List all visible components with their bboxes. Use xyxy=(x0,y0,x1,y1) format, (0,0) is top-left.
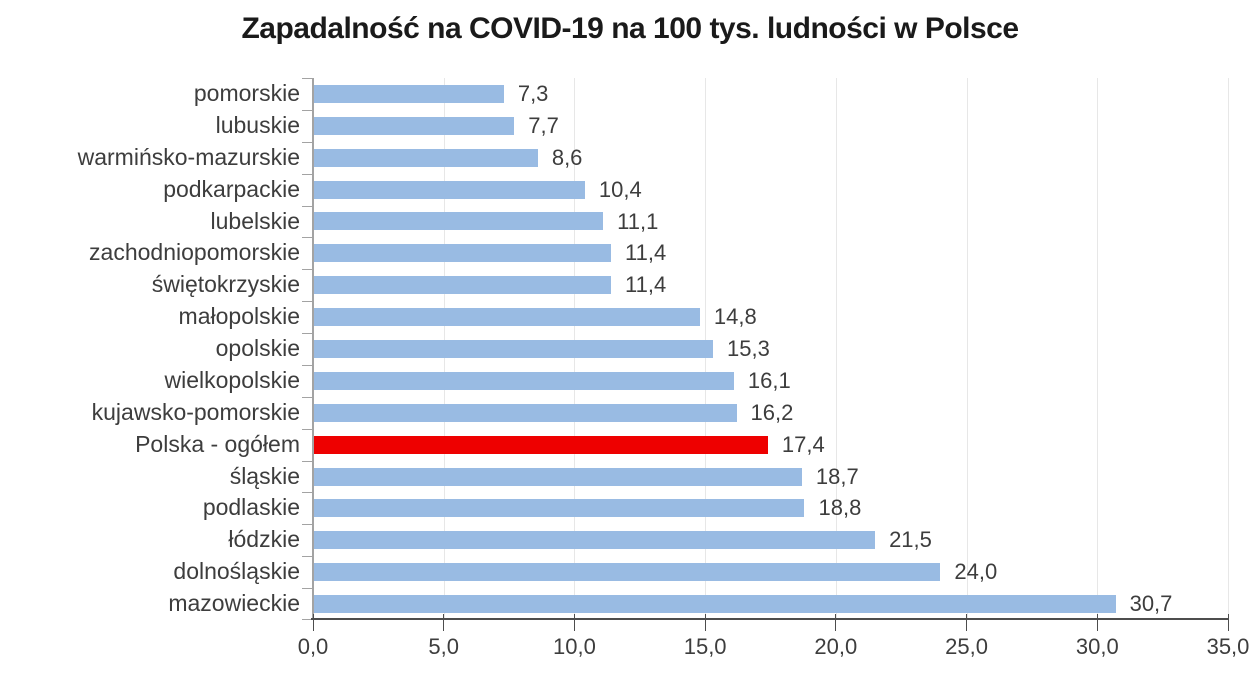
value-label: 16,2 xyxy=(750,399,794,425)
chart-title: Zapadalność na COVID-19 na 100 tys. ludn… xyxy=(241,12,1019,45)
value-label: 8,6 xyxy=(551,144,583,170)
y-axis-tick xyxy=(302,78,313,79)
value-label: 14,8 xyxy=(713,304,757,330)
y-axis-tick xyxy=(302,110,313,111)
value-label: 11,1 xyxy=(617,208,659,234)
y-axis-tick xyxy=(302,588,313,589)
category-label: opolskie xyxy=(215,335,300,362)
category-label: świętokrzyskie xyxy=(151,271,300,298)
category-label: małopolskie xyxy=(178,303,300,330)
category-label: dolnośląskie xyxy=(173,558,300,585)
x-axis-tick xyxy=(966,614,968,631)
x-axis-line xyxy=(311,618,1229,620)
value-label: 30,7 xyxy=(1129,591,1173,617)
bar-śląskie xyxy=(313,467,802,486)
x-axis-tick-label: 35,0 xyxy=(1206,634,1250,659)
bar-polska-ogółem xyxy=(313,435,768,454)
x-axis-tick xyxy=(443,614,445,631)
y-axis-tick xyxy=(302,269,313,270)
x-axis-tick xyxy=(1227,614,1229,631)
category-label: pomorskie xyxy=(193,80,300,106)
bar-lubelskie xyxy=(313,212,604,231)
value-label: 7,3 xyxy=(517,81,549,106)
value-label: 21,5 xyxy=(889,527,932,553)
gridline xyxy=(1097,78,1099,620)
y-axis-tick xyxy=(302,429,313,430)
category-label: kujawsko-pomorskie xyxy=(91,398,300,425)
bar-mazowieckie xyxy=(313,595,1116,614)
y-axis-tick xyxy=(302,237,313,238)
value-label: 11,4 xyxy=(625,272,667,298)
x-axis-tick xyxy=(1096,614,1098,631)
value-label: 16,1 xyxy=(747,367,791,393)
y-axis-tick xyxy=(302,492,313,493)
y-axis-tick xyxy=(302,333,313,334)
category-label: mazowieckie xyxy=(168,590,300,617)
bar-świętokrzyskie xyxy=(313,276,612,295)
category-label: lubuskie xyxy=(215,111,300,138)
x-axis-tick xyxy=(704,614,706,631)
bar-podlaskie xyxy=(313,499,805,518)
plot-area: 0,0 5,0 10,0 15,0 20,0 25,0 30,0 35,0 7,3 pomorsk… xyxy=(78,78,1249,659)
x-axis-tick-label: 0,0 xyxy=(297,634,329,659)
category-label: warmińsko-mazurskie xyxy=(77,143,300,170)
value-label: 15,3 xyxy=(726,336,770,362)
x-axis-tick-label: 10,0 xyxy=(553,634,596,659)
bar-lubuskie xyxy=(313,116,515,135)
value-label: 18,7 xyxy=(815,463,859,489)
y-axis-tick xyxy=(302,397,313,398)
y-axis-line xyxy=(312,78,314,620)
bar-zachodniopomorskie xyxy=(313,244,612,263)
x-axis-tick-label: 25,0 xyxy=(945,634,988,659)
gridline xyxy=(966,78,968,620)
bar-podkarpackie xyxy=(313,180,585,199)
value-label: 10,4 xyxy=(598,176,642,202)
x-axis-tick xyxy=(835,614,837,631)
y-axis-tick xyxy=(302,524,313,525)
value-label: 24,0 xyxy=(954,559,998,585)
bar-pomorskie xyxy=(313,84,504,103)
y-axis-tick xyxy=(302,206,313,207)
bar-dolnośląskie xyxy=(313,563,941,582)
y-axis-tick xyxy=(302,461,313,462)
gridline xyxy=(1228,78,1229,620)
category-label: Polska - ogółem xyxy=(135,430,300,457)
x-axis-tick-label: 30,0 xyxy=(1075,634,1119,659)
category-label: łódzkie xyxy=(228,526,300,553)
value-label: 18,8 xyxy=(818,495,862,521)
value-label: 17,4 xyxy=(781,431,825,457)
value-label: 7,7 xyxy=(528,112,559,138)
y-axis-tick xyxy=(302,556,313,557)
y-axis-tick xyxy=(302,301,313,302)
value-label: 11,4 xyxy=(625,240,667,266)
category-label: wielkopolskie xyxy=(164,366,300,393)
category-label: podkarpackie xyxy=(163,175,300,202)
x-axis-tick-label: 15,0 xyxy=(683,634,727,659)
x-axis-tick-label: 20,0 xyxy=(814,634,858,659)
x-axis-tick xyxy=(312,614,314,631)
bar-łódzkie xyxy=(313,531,876,550)
category-label: podlaskie xyxy=(202,494,300,521)
bar-opolskie xyxy=(313,340,713,358)
y-axis-tick xyxy=(302,365,313,366)
y-axis-tick xyxy=(302,619,313,620)
bar-warmińsko-mazurskie xyxy=(313,148,538,167)
category-label: zachodniopomorskie xyxy=(89,239,300,266)
bar-kujawsko-pomorskie xyxy=(313,403,737,422)
category-label: śląskie xyxy=(229,462,300,489)
bar-małopolskie xyxy=(313,308,700,327)
x-axis-tick-label: 5,0 xyxy=(428,634,459,659)
x-axis-tick xyxy=(573,614,575,631)
category-label: lubelskie xyxy=(210,207,301,234)
gridline xyxy=(835,78,837,620)
bar-wielkopolskie xyxy=(313,371,734,390)
y-axis-tick xyxy=(302,142,313,143)
y-axis-tick xyxy=(302,174,313,175)
